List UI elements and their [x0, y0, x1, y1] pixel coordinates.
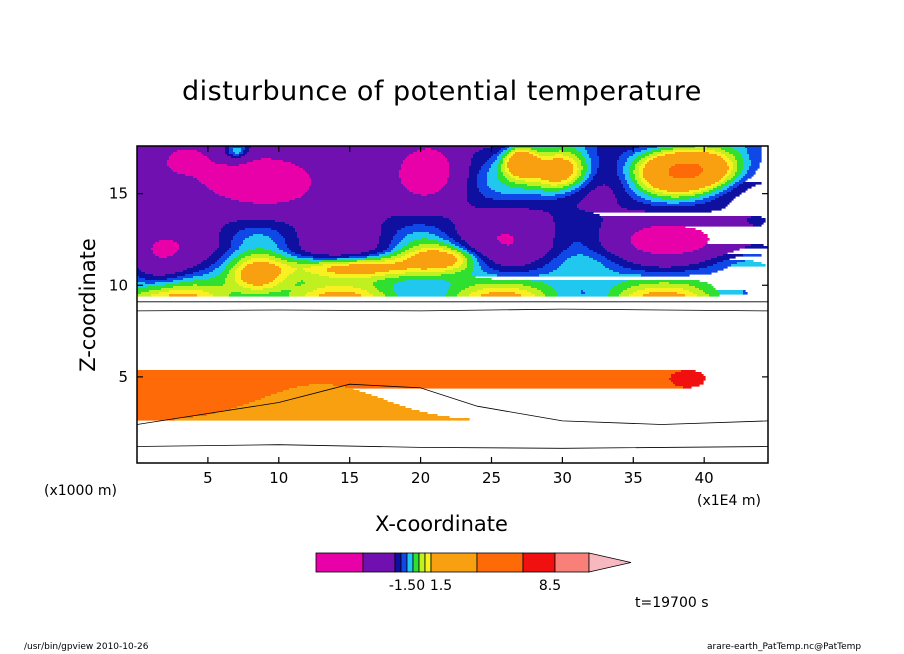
- colorbar-segment: [406, 552, 414, 573]
- contour-line: [137, 383, 768, 425]
- x-tick-label: 15: [340, 469, 359, 487]
- y-axis: 5 10 15: [109, 185, 768, 386]
- colorbar-tick-label: 8.5: [539, 578, 561, 594]
- x-tick-label: 5: [203, 469, 213, 487]
- x-tick-label: 10: [269, 469, 288, 487]
- colorbar-segment: [418, 552, 426, 573]
- colorbar-segment: [522, 552, 556, 573]
- colorbar-tick-label: 1.5: [430, 578, 452, 594]
- x-axis-label: X-coordinate: [375, 512, 508, 536]
- x-tick-label: 35: [624, 469, 643, 487]
- x-tick-label: 40: [695, 469, 714, 487]
- colorbar: -1.50 1.5 8.5: [315, 552, 632, 594]
- colorbar-segment: [394, 552, 402, 573]
- colorbar-segment: [430, 552, 478, 573]
- contour-line: [137, 444, 768, 449]
- colorbar-arrow: [588, 552, 632, 573]
- colorbar-segment: [315, 552, 364, 573]
- colorbar-segment: [362, 552, 396, 573]
- y-tick-label: 15: [109, 185, 128, 203]
- colorbar-segment: [400, 552, 408, 573]
- x-unit-note-left: (x1000 m): [44, 483, 117, 499]
- plot-frame: [136, 145, 769, 464]
- colorbar-segment: [412, 552, 420, 573]
- contour-line: [137, 308, 768, 312]
- y-tick-label: 10: [109, 276, 128, 294]
- y-tick-label: 5: [118, 368, 128, 386]
- colorbar-tick-label: -1.50: [389, 578, 425, 594]
- contour-field: [137, 146, 768, 449]
- footer-right: arare-earth_PatTemp.nc@PatTemp: [707, 642, 862, 652]
- colorbar-segment: [424, 552, 432, 573]
- x-tick-label: 25: [482, 469, 501, 487]
- x-tick-label: 20: [411, 469, 430, 487]
- colorbar-segment: [476, 552, 524, 573]
- x-unit-note-right: (x1E4 m): [697, 493, 761, 509]
- x-axis: 5 10 15 20 25 30 35 40: [203, 146, 714, 487]
- colorbar-segment: [554, 552, 590, 573]
- time-label: t=19700 s: [635, 595, 709, 611]
- x-tick-label: 30: [553, 469, 572, 487]
- footer-left: /usr/bin/gpview 2010-10-26: [24, 642, 149, 652]
- chart-title: disturbunce of potential temperature: [182, 76, 702, 107]
